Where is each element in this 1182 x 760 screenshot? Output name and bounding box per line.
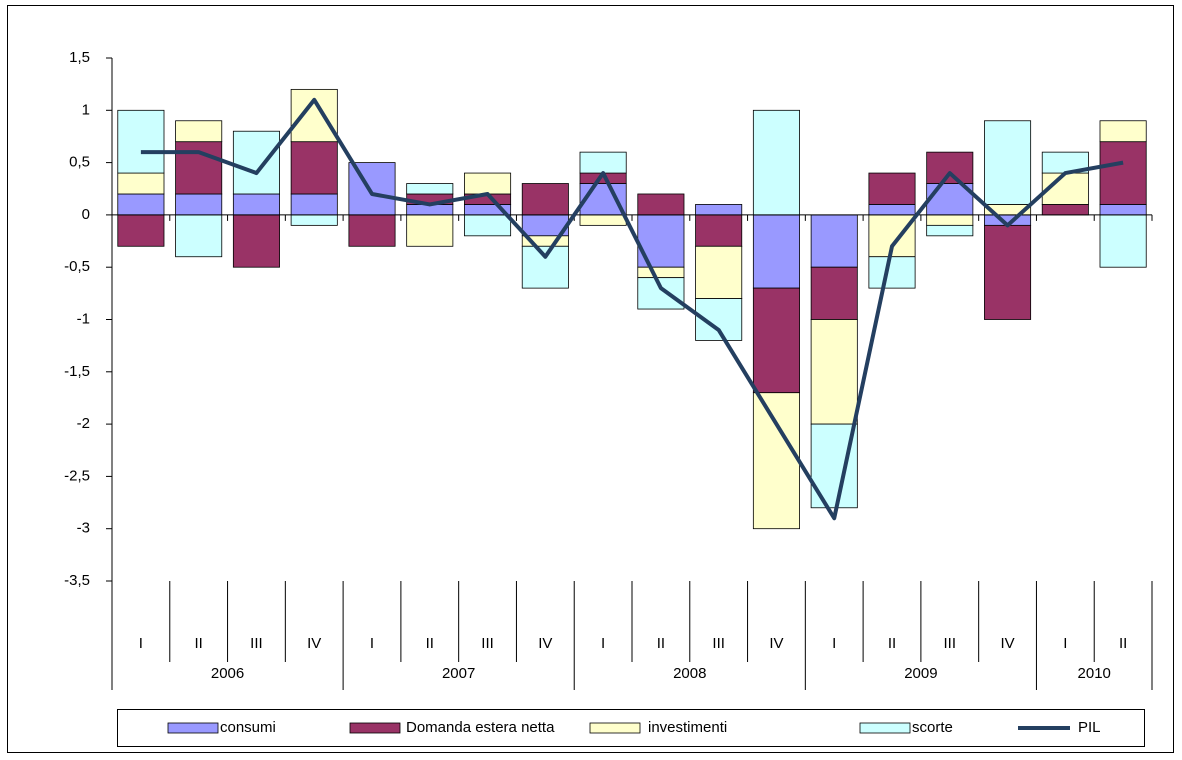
bar-segment xyxy=(637,193,685,216)
legend-swatch xyxy=(589,722,641,734)
bar-segment xyxy=(175,193,223,216)
bar-segment xyxy=(406,214,454,247)
bar-segment xyxy=(579,183,627,216)
group-label: 2006 xyxy=(211,665,244,682)
bar-segment xyxy=(1099,204,1147,216)
group-label: 2009 xyxy=(904,665,937,682)
bar-segment xyxy=(117,172,165,195)
bar-segment xyxy=(175,120,223,143)
bar-segment xyxy=(868,204,916,216)
group-label: 2008 xyxy=(673,665,706,682)
x-tick-label: III xyxy=(481,635,494,652)
y-tick-label: -0,5 xyxy=(64,258,90,275)
bar-segment xyxy=(232,130,280,195)
legend-swatch xyxy=(167,722,219,734)
y-tick-label: 1,5 xyxy=(69,49,90,66)
x-tick-label: IV xyxy=(538,635,552,652)
bar-segment xyxy=(232,214,280,268)
bar-segment xyxy=(1099,120,1147,143)
x-tick-label: I xyxy=(601,635,605,652)
bar-segment xyxy=(464,214,512,237)
bar-segment xyxy=(1099,214,1147,268)
bar-segment xyxy=(868,172,916,205)
bar-segment xyxy=(984,120,1032,205)
group-label: 2010 xyxy=(1078,665,1111,682)
legend-label: Domanda estera netta xyxy=(406,719,555,736)
bar-segment xyxy=(926,151,974,184)
x-tick-label: I xyxy=(832,635,836,652)
bar-segment xyxy=(868,256,916,289)
bar-segment xyxy=(695,214,743,247)
bar-segment xyxy=(752,214,800,289)
bar-segment xyxy=(521,183,569,216)
bar-segment xyxy=(579,214,627,226)
x-tick-label: IV xyxy=(307,635,321,652)
bar-segment xyxy=(290,214,338,226)
x-tick-label: II xyxy=(194,635,202,652)
y-tick-label: -1 xyxy=(77,310,90,327)
x-tick-label: II xyxy=(657,635,665,652)
bar-segment xyxy=(117,109,165,174)
bar-segment xyxy=(290,141,338,195)
x-tick-label: II xyxy=(1119,635,1127,652)
bar-segment xyxy=(752,392,800,530)
bar-segment xyxy=(810,319,858,425)
x-tick-label: IV xyxy=(1000,635,1014,652)
bar-segment xyxy=(579,151,627,174)
y-tick-label: -2,5 xyxy=(64,467,90,484)
y-tick-label: 0,5 xyxy=(69,154,90,171)
legend-swatch xyxy=(349,722,401,734)
pil-line xyxy=(140,97,1124,521)
x-tick-label: III xyxy=(944,635,957,652)
bar-segment xyxy=(290,193,338,216)
group-label: 2007 xyxy=(442,665,475,682)
x-tick-label: IV xyxy=(769,635,783,652)
bar-segment xyxy=(810,266,858,320)
bar-segment xyxy=(464,172,512,195)
bar-segment xyxy=(695,204,743,216)
bar-segment xyxy=(117,193,165,216)
bar-segment xyxy=(984,224,1032,320)
x-tick-label: III xyxy=(712,635,725,652)
bar-segment xyxy=(406,183,454,195)
x-tick-label: I xyxy=(139,635,143,652)
legend-label: consumi xyxy=(220,719,276,736)
bar-segment xyxy=(752,109,800,216)
bar-segment xyxy=(695,245,743,299)
bar-segment xyxy=(117,214,165,247)
bar-segment xyxy=(232,193,280,216)
bar-segment xyxy=(1041,204,1089,216)
x-tick-label: II xyxy=(888,635,896,652)
bar-segment xyxy=(637,277,685,310)
legend-label: scorte xyxy=(912,719,953,736)
chart-border xyxy=(7,5,1174,753)
x-tick-label: II xyxy=(426,635,434,652)
legend-label: PIL xyxy=(1078,719,1101,736)
bar-segment xyxy=(637,266,685,279)
y-tick-label: -1,5 xyxy=(64,363,90,380)
bar-segment xyxy=(752,287,800,394)
y-tick-label: -3 xyxy=(77,520,90,537)
legend-swatch xyxy=(859,722,911,734)
y-tick-label: 0 xyxy=(82,206,90,223)
y-tick-label: -2 xyxy=(77,415,90,432)
bar-segment xyxy=(926,214,974,226)
bar-segment xyxy=(290,88,338,143)
x-tick-label: I xyxy=(1063,635,1067,652)
bar-segment xyxy=(810,214,858,268)
x-tick-label: III xyxy=(250,635,263,652)
bar-segment xyxy=(175,141,223,195)
bar-segment xyxy=(175,214,223,258)
y-tick-label: 1 xyxy=(82,101,90,118)
bar-segment xyxy=(348,214,396,247)
x-tick-label: I xyxy=(370,635,374,652)
y-tick-label: -3,5 xyxy=(64,572,90,589)
bar-segment xyxy=(1099,141,1147,205)
bar-segment xyxy=(521,245,569,289)
bar-segment xyxy=(926,224,974,237)
legend-label: investimenti xyxy=(648,719,727,736)
